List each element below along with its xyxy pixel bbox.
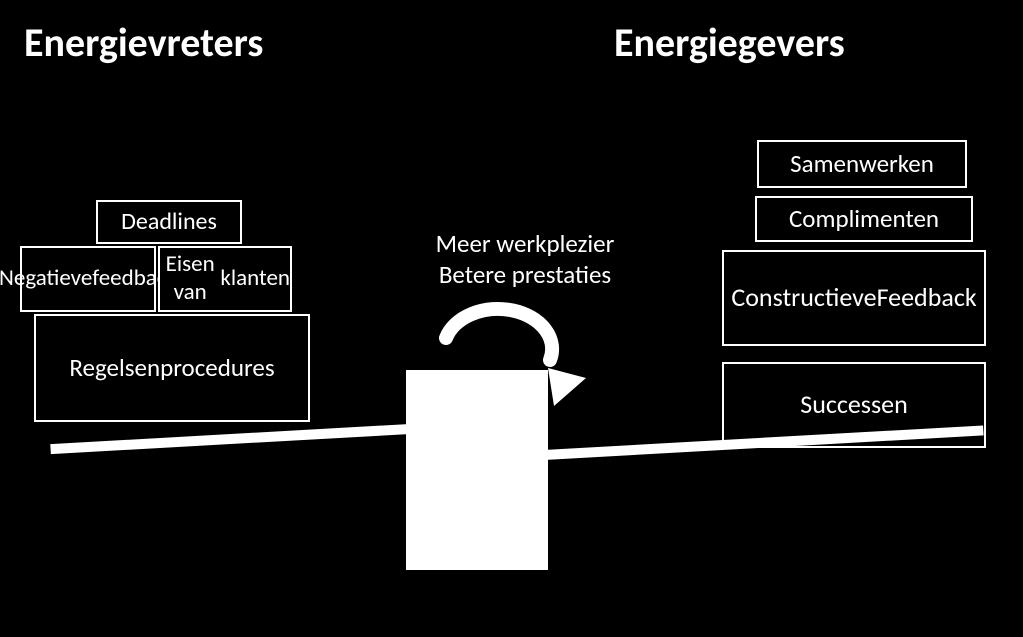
tilt-arrow-icon bbox=[0, 0, 1023, 637]
